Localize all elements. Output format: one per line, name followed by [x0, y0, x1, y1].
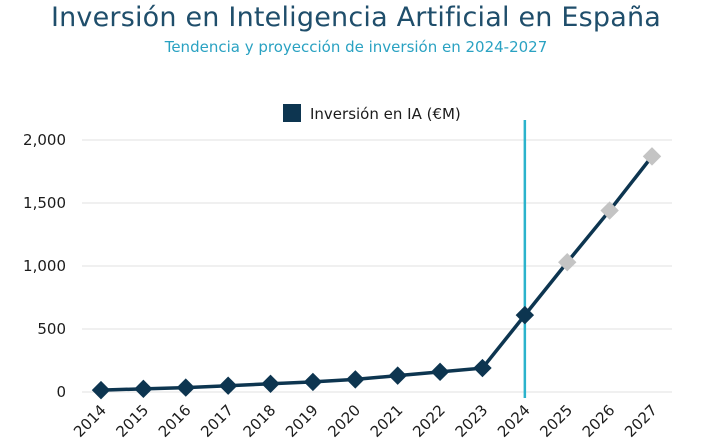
data-point-2026 [600, 201, 619, 220]
data-point-2018 [261, 374, 280, 394]
x-tick-label: 2020 [324, 401, 364, 441]
data-point-2015 [134, 379, 153, 399]
data-point-2022 [430, 362, 450, 382]
data-point-2017 [218, 376, 238, 395]
data-point-2016 [176, 378, 195, 397]
x-tick-label: 2024 [494, 401, 534, 441]
x-tick-label: 2018 [240, 401, 280, 441]
data-point-2021 [388, 366, 407, 385]
x-tick-label: 2025 [536, 401, 576, 441]
x-tick-label: 2026 [579, 401, 619, 441]
x-tick-label: 2022 [409, 401, 449, 441]
legend-label: Inversión en IA (€M) [310, 105, 461, 123]
data-point-2019 [303, 372, 323, 392]
y-tick-label: 2,000 [23, 131, 66, 149]
y-tick-label: 1,000 [23, 257, 66, 275]
x-tick-label: 2027 [621, 401, 661, 441]
data-markers [91, 147, 662, 400]
x-tick-label: 2015 [112, 401, 152, 441]
data-point-2020 [346, 370, 365, 389]
chart-title: Inversión en Inteligencia Artificial en … [50, 2, 662, 33]
y-tick-label: 1,500 [23, 194, 66, 212]
x-tick-label: 2019 [282, 401, 322, 441]
y-axis-ticks: 0 500 1,000 1,500 2,000 [23, 131, 66, 401]
y-tick-label: 500 [37, 320, 66, 338]
x-tick-label: 2021 [367, 401, 407, 441]
data-point-2025 [558, 253, 577, 272]
chart-subtitle: Tendencia y proyección de inversión en 2… [164, 38, 548, 56]
legend-swatch [283, 104, 301, 122]
x-tick-label: 2014 [70, 401, 110, 441]
x-tick-label: 2023 [452, 401, 492, 441]
legend: Inversión en IA (€M) [283, 104, 461, 123]
x-tick-label: 2017 [197, 401, 237, 441]
data-point-2023 [473, 358, 492, 378]
grid-lines [82, 139, 672, 393]
x-tick-label: 2016 [155, 401, 195, 441]
x-axis-ticks: 2014 2015 2016 2017 2018 2019 2020 2021 2022 2023… [70, 401, 661, 441]
y-tick-label: 0 [56, 383, 66, 401]
data-point-2027 [642, 147, 662, 166]
data-point-2014 [91, 380, 111, 400]
series-line [100, 155, 654, 392]
data-point-2024 [515, 305, 535, 325]
